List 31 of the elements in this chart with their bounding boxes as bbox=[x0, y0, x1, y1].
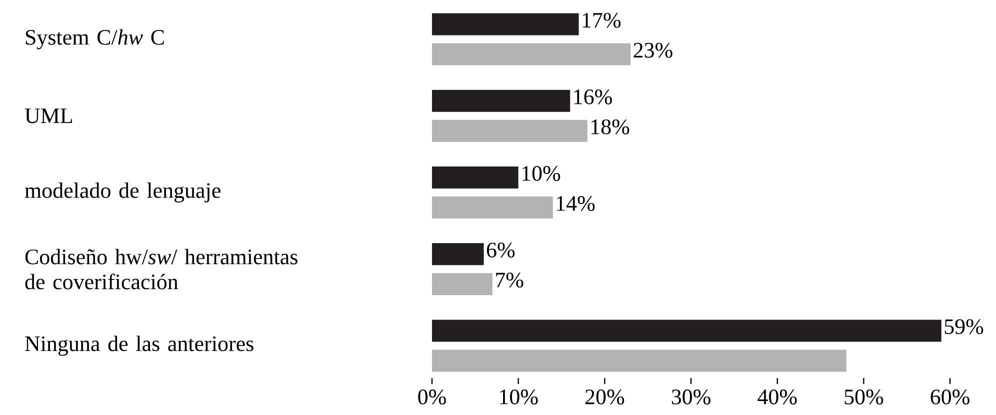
data-label: 16% bbox=[574, 89, 612, 104]
bar bbox=[432, 13, 579, 36]
x-tick-label: 50% bbox=[844, 390, 884, 404]
x-tick-label: 10% bbox=[500, 390, 538, 404]
data-label: 17% bbox=[582, 12, 621, 28]
bar bbox=[432, 166, 518, 188]
bar bbox=[432, 196, 553, 218]
x-tick-label: 0% bbox=[418, 390, 446, 404]
x-tick-label: 30% bbox=[672, 390, 710, 404]
data-label: 14% bbox=[557, 196, 595, 211]
y-tick-label: Ninguna de las anteriores bbox=[25, 336, 254, 356]
data-label: 7% bbox=[496, 272, 524, 288]
y-tick-label: modelado de lenguaje bbox=[24, 182, 220, 203]
bar bbox=[432, 120, 588, 142]
data-label: 23% bbox=[634, 42, 672, 58]
data-label: 10% bbox=[522, 166, 560, 181]
x-tick-label: 40% bbox=[758, 390, 797, 404]
x-tick-label: 20% bbox=[585, 390, 624, 404]
bar bbox=[432, 273, 492, 296]
bar bbox=[432, 43, 631, 66]
data-label: 18% bbox=[592, 119, 630, 134]
data-label: 6% bbox=[486, 242, 515, 258]
x-tick-label: 60% bbox=[930, 390, 970, 404]
y-tick-label: Codiseño hw/sw/ herramientas de coverificación bbox=[25, 248, 298, 290]
data-label: 59% bbox=[944, 319, 984, 334]
y-tick-label: System C/hw C bbox=[26, 29, 164, 50]
bar bbox=[432, 243, 484, 266]
bar bbox=[432, 90, 570, 112]
bar bbox=[432, 350, 846, 372]
y-tick-label: UML bbox=[24, 108, 72, 124]
bar bbox=[432, 320, 942, 342]
